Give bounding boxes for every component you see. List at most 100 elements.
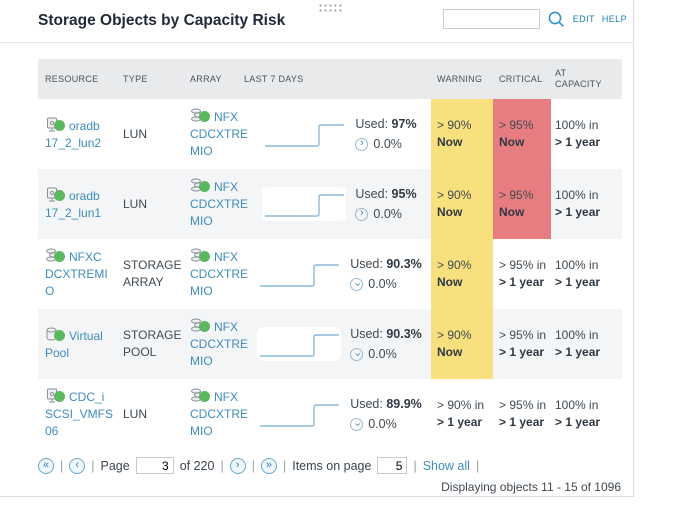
edit-link[interactable]: EDIT xyxy=(572,14,595,24)
capacity-risk-table: RESOURCE TYPE ARRAY LAST 7 DAYS WARNING … xyxy=(38,59,622,449)
type-cell: STORAGE POOL xyxy=(118,309,190,379)
status-up-icon xyxy=(54,119,65,131)
array-link[interactable]: NFX CDCXTRE MIO xyxy=(190,248,248,300)
separator: | xyxy=(60,458,64,473)
trend-circle-icon: › xyxy=(350,277,364,291)
storage-array-icon xyxy=(191,248,204,262)
critical-threshold: > 95% xyxy=(499,188,534,202)
used-label: Used: xyxy=(350,326,383,341)
status-up-icon xyxy=(54,391,65,402)
last-7-days-cell: Used: 89.9% › 0.0% xyxy=(244,379,431,449)
used-value: 97% xyxy=(391,116,417,131)
resource-link[interactable]: Virtual Pool xyxy=(45,327,115,362)
status-up-icon xyxy=(54,251,65,262)
pagination-bar: « | ‹ | Page of 220 | › | » | Items on p… xyxy=(38,457,633,474)
resource-icon-wrap xyxy=(45,117,67,132)
widget-header: Storage Objects by Capacity Risk EDIT HE… xyxy=(0,0,633,43)
warning-threshold: > 90% xyxy=(437,188,472,202)
resource-name: Virtual Pool xyxy=(45,328,103,360)
usage-summary: Used: 90.3% › 0.0% xyxy=(350,326,422,363)
usage-sparkline[interactable] xyxy=(257,327,342,361)
help-link[interactable]: HELP xyxy=(601,14,627,24)
used-value: 89.9% xyxy=(386,396,422,411)
status-up-icon xyxy=(54,329,65,341)
warning-cell: > 90% Now xyxy=(431,99,493,169)
drag-handle-icon[interactable] xyxy=(318,3,342,12)
usage-sparkline[interactable] xyxy=(257,257,342,291)
warning-cell: > 90% Now xyxy=(431,169,493,239)
search-icon[interactable] xyxy=(547,10,566,29)
trend-chevron-icon: › xyxy=(360,136,364,149)
resource-cell: NFXC DCXTREMI O xyxy=(38,239,118,309)
last-7-days-cell: Used: 90.3% › 0.0% xyxy=(244,309,431,379)
used-value: 90.3% xyxy=(386,326,422,341)
warning-cell: > 90% Now xyxy=(431,309,493,379)
items-per-page-input[interactable] xyxy=(377,457,408,474)
column-header-last7days: LAST 7 DAYS xyxy=(244,73,304,84)
column-header-at-capacity: AT CAPACITY xyxy=(555,68,602,89)
column-header-resource: RESOURCE xyxy=(45,73,99,84)
capacity-threshold: 100% in xyxy=(555,188,599,202)
array-icon-wrap xyxy=(190,108,212,123)
status-up-icon xyxy=(54,189,65,201)
array-name: NFX CDCXTRE MIO xyxy=(190,320,249,368)
usage-sparkline[interactable] xyxy=(262,187,347,221)
resource-link[interactable]: CDC_i SCSI_VMFS 06 xyxy=(45,388,115,440)
used-value: 90.3% xyxy=(386,256,422,271)
array-name: NFX CDCXTRE MIO xyxy=(190,110,249,158)
array-icon-wrap xyxy=(190,178,212,193)
resource-link[interactable]: oradb 17_2_lun2 xyxy=(45,117,115,152)
critical-cell: > 95% Now xyxy=(493,169,551,239)
type-cell: LUN xyxy=(118,169,190,239)
critical-eta: > 1 year xyxy=(499,345,545,359)
critical-eta: > 1 year xyxy=(499,415,545,429)
used-value: 95% xyxy=(391,186,417,201)
resource-link[interactable]: oradb 17_2_lun1 xyxy=(45,187,115,222)
array-cell: NFX CDCXTRE MIO xyxy=(190,239,248,309)
trend-circle-icon: › xyxy=(355,136,369,151)
array-link[interactable]: NFX CDCXTRE MIO xyxy=(190,108,248,160)
last-page-button[interactable]: » xyxy=(260,457,277,474)
show-all-link[interactable]: Show all xyxy=(422,458,470,473)
usage-sparkline[interactable] xyxy=(257,397,342,431)
column-header-critical: CRITICAL xyxy=(499,73,543,84)
capacity-threshold: 100% in xyxy=(555,258,599,272)
usage-sparkline[interactable] xyxy=(262,117,347,151)
first-page-button[interactable]: « xyxy=(38,457,54,474)
capacity-threshold: 100% in xyxy=(555,398,599,412)
resource-link[interactable]: NFXC DCXTREMI O xyxy=(45,248,115,300)
critical-cell: > 95% in > 1 year xyxy=(493,379,551,449)
type-label: LUN xyxy=(123,406,148,421)
page-number-input[interactable] xyxy=(135,457,174,474)
lun-icon xyxy=(47,388,57,403)
critical-eta: Now xyxy=(499,135,525,149)
warning-eta: Now xyxy=(437,345,463,359)
critical-threshold: > 95% in xyxy=(499,258,547,272)
used-label: Used: xyxy=(350,256,383,271)
previous-page-button[interactable]: ‹ xyxy=(69,457,86,474)
capacity-eta: > 1 year xyxy=(555,275,601,289)
array-link[interactable]: NFX CDCXTRE MIO xyxy=(190,178,248,230)
resource-cell: Virtual Pool xyxy=(38,309,118,379)
array-link[interactable]: NFX CDCXTRE MIO xyxy=(190,388,248,440)
resource-name: CDC_i SCSI_VMFS 06 xyxy=(45,390,114,438)
type-label: STORAGE ARRAY xyxy=(123,258,182,289)
capacity-eta: > 1 year xyxy=(555,135,601,149)
column-header-warning: WARNING xyxy=(437,73,483,84)
array-cell: NFX CDCXTRE MIO xyxy=(190,379,248,449)
status-text: Displaying objects 11 - 15 of 1096 xyxy=(441,480,621,494)
page-title: Storage Objects by Capacity Risk xyxy=(38,12,286,29)
type-cell: LUN xyxy=(118,99,190,169)
array-name: NFX CDCXTRE MIO xyxy=(190,250,249,298)
type-cell: STORAGE ARRAY xyxy=(118,239,190,309)
trend-circle-icon: › xyxy=(350,347,364,361)
resource-cell: oradb 17_2_lun2 xyxy=(38,99,118,169)
next-page-button[interactable]: › xyxy=(229,457,246,474)
array-cell: NFX CDCXTRE MIO xyxy=(190,99,248,169)
warning-eta: Now xyxy=(437,135,463,149)
critical-threshold: > 95% in xyxy=(499,328,547,342)
search-input[interactable] xyxy=(442,9,540,29)
usage-summary: Used: 89.9% › 0.0% xyxy=(350,396,422,433)
array-link[interactable]: NFX CDCXTRE MIO xyxy=(190,318,248,370)
array-cell: NFX CDCXTRE MIO xyxy=(190,169,248,239)
